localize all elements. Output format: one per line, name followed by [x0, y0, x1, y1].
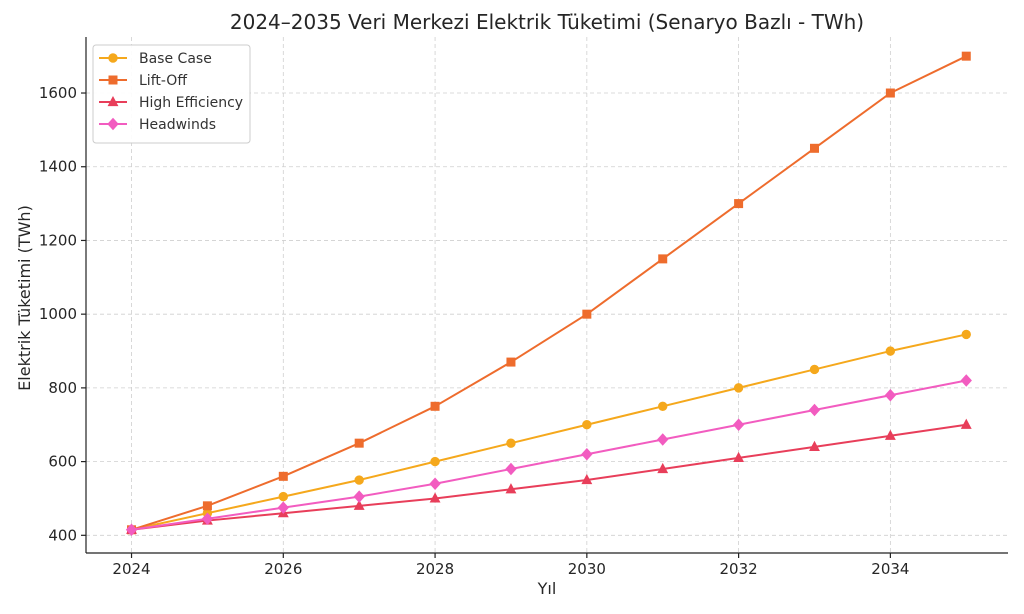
- data-point: [808, 403, 821, 417]
- data-point: [506, 438, 516, 448]
- data-point: [733, 383, 744, 393]
- data-point: [505, 483, 517, 494]
- legend-marker: [107, 117, 119, 131]
- data-point: [732, 418, 745, 431]
- data-point: [430, 456, 440, 467]
- data-point: [354, 438, 364, 448]
- legend-label: Headwinds: [139, 117, 216, 133]
- y-tick-label: 800: [48, 379, 77, 397]
- series-high-efficiency: [126, 418, 972, 534]
- data-point: [657, 433, 669, 446]
- data-point: [125, 523, 138, 537]
- y-tick-label: 1200: [39, 231, 77, 249]
- x-tick-label: 2032: [720, 560, 758, 578]
- data-point: [809, 364, 820, 375]
- data-point: [353, 499, 365, 510]
- y-tick-label: 1000: [39, 305, 77, 323]
- grid: [86, 37, 1008, 553]
- data-point: [430, 401, 440, 411]
- data-point: [201, 512, 214, 525]
- legend-item: Headwinds: [99, 117, 216, 133]
- chart-title: 2024–2035 Veri Merkezi Elektrik Tüketimi…: [230, 10, 864, 34]
- legend-marker: [107, 95, 119, 107]
- data-point: [961, 329, 971, 340]
- y-tick-label: 1400: [39, 158, 77, 176]
- legend-item: Base Case: [99, 51, 212, 67]
- data-point: [733, 451, 745, 463]
- data-point: [809, 440, 820, 451]
- x-tick-label: 2024: [112, 560, 150, 578]
- y-axis-label: Elektrik Tüketimi (TWh): [15, 205, 34, 391]
- x-axis-label: Yıl: [537, 579, 557, 598]
- data-point: [277, 501, 289, 514]
- data-point: [353, 490, 365, 503]
- legend-item: High Efficiency: [99, 95, 243, 111]
- legend-label: Lift-Off: [139, 73, 187, 89]
- data-point: [278, 471, 288, 481]
- legend-label: Base Case: [139, 51, 212, 67]
- data-point: [884, 429, 896, 440]
- data-point: [961, 51, 971, 61]
- data-point: [505, 462, 517, 476]
- legend-label: High Efficiency: [139, 95, 243, 111]
- series-line: [131, 333, 967, 531]
- data-point: [734, 199, 744, 209]
- series-line: [131, 379, 967, 531]
- data-point: [657, 462, 669, 474]
- legend-marker: [108, 75, 118, 85]
- series-headwinds: [125, 374, 972, 537]
- data-point: [581, 473, 593, 485]
- data-point: [809, 143, 819, 153]
- axes: 2024 2026 2028 2030 2032 2034 400 600 800 1000 120…: [39, 37, 1008, 578]
- data-point: [354, 475, 364, 485]
- data-point: [885, 88, 895, 98]
- data-point: [582, 309, 592, 319]
- legend-marker: [108, 53, 118, 63]
- data-point: [581, 447, 593, 461]
- y-tick-label: 1600: [39, 84, 77, 102]
- data-point: [429, 492, 441, 503]
- legend: Base Case Lift-Off High Efficiency Headwind…: [92, 44, 251, 144]
- data-point: [658, 254, 668, 264]
- data-point: [429, 477, 441, 490]
- x-tick-label: 2028: [416, 560, 454, 578]
- data-point: [885, 346, 896, 356]
- legend-item: Lift-Off: [99, 73, 187, 89]
- y-tick-label: 600: [48, 453, 77, 471]
- data-point: [202, 501, 212, 511]
- series-line: [131, 423, 967, 531]
- data-point: [960, 418, 972, 429]
- data-point: [960, 374, 972, 387]
- series-line: [131, 55, 967, 531]
- data-point: [658, 401, 668, 412]
- data-point: [884, 389, 897, 402]
- data-point: [582, 420, 592, 430]
- data-point: [506, 357, 516, 367]
- x-tick-label: 2034: [871, 560, 909, 578]
- x-tick-label: 2030: [568, 560, 606, 578]
- legend-box: [92, 44, 251, 144]
- series-base-case: [126, 329, 971, 535]
- x-tick-label: 2026: [264, 560, 302, 578]
- series-layer: [125, 51, 972, 537]
- data-point: [278, 491, 289, 502]
- y-tick-label: 400: [48, 526, 77, 544]
